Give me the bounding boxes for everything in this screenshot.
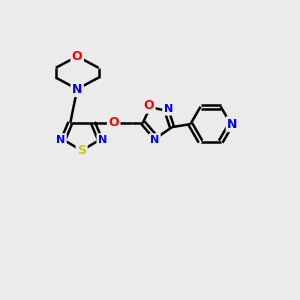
Text: N: N (72, 82, 83, 96)
Text: N: N (227, 118, 238, 130)
Text: N: N (150, 135, 159, 145)
Text: O: O (108, 116, 119, 129)
Text: N: N (56, 135, 65, 145)
Text: O: O (72, 50, 83, 63)
Text: O: O (143, 99, 154, 112)
Text: N: N (98, 135, 107, 145)
Text: S: S (77, 144, 86, 157)
Text: N: N (164, 104, 173, 114)
